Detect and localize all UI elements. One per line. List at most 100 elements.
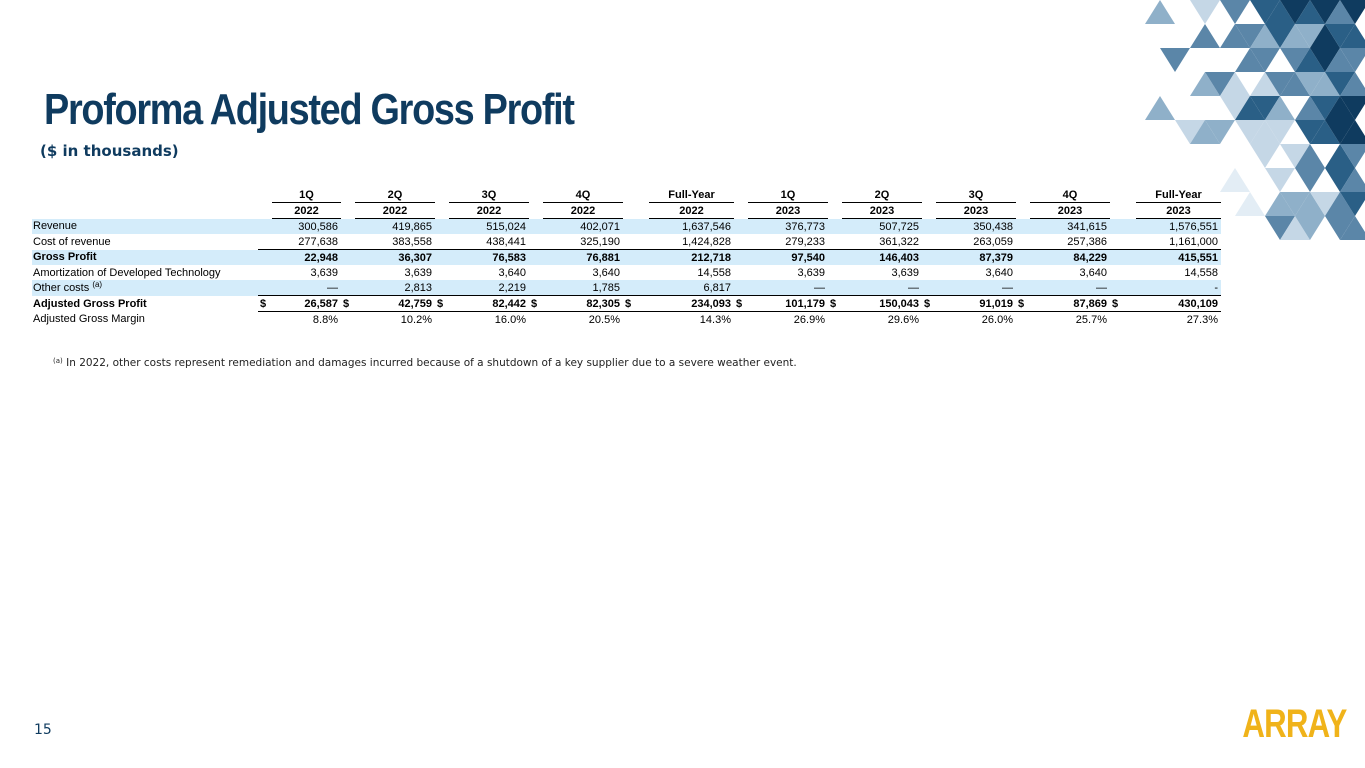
table-cell: 1,161,000 [1169, 235, 1218, 248]
header-year: 2023 [936, 202, 1016, 219]
header-spacer [529, 187, 543, 203]
decorative-triangle [1340, 168, 1365, 192]
table-cell: 87,379 [936, 249, 1016, 265]
decorative-triangle [1265, 192, 1295, 216]
header-year: 2022 [543, 202, 623, 219]
table-cell: 36,307 [355, 249, 435, 265]
currency-symbol [435, 234, 449, 250]
decorative-triangle [1310, 96, 1340, 120]
decorative-triangle [1250, 0, 1280, 24]
currency-symbol [1016, 265, 1030, 280]
decorative-triangle [1235, 96, 1265, 120]
currency-symbol [341, 234, 355, 250]
decorative-triangle [1295, 24, 1325, 48]
header-spacer [435, 187, 449, 203]
header-spacer [258, 187, 272, 203]
currency-symbol [623, 312, 649, 328]
currency-symbol [435, 265, 449, 280]
currency-symbol [922, 249, 936, 265]
currency-symbol [828, 218, 842, 234]
table-cell: 27.3% [1186, 313, 1218, 326]
decorative-triangle [1190, 0, 1220, 24]
currency-symbol [623, 218, 649, 234]
decorative-triangle [1325, 0, 1355, 24]
decorative-triangle [1145, 96, 1175, 120]
header-year: 2023 [748, 202, 828, 219]
currency-symbol [922, 312, 936, 328]
header-spacer [734, 187, 748, 203]
decorative-triangle [1250, 24, 1280, 48]
decorative-triangle [1190, 24, 1220, 48]
table-cell: 3,640 [592, 266, 620, 279]
table-row: Adjusted Gross Profit $26,587 $42,759 $82,4… [32, 295, 1221, 312]
table-cell: 146,403 [842, 249, 922, 265]
decorative-triangle [1325, 72, 1355, 96]
decorative-triangle [1325, 144, 1355, 168]
page-number: 15 [34, 722, 52, 738]
decorative-triangle [1325, 24, 1355, 48]
header-spacer [623, 187, 649, 203]
currency-symbol [734, 234, 748, 250]
decorative-triangle [1295, 168, 1325, 192]
table-cell: — [748, 280, 828, 296]
decorative-triangle [1250, 144, 1280, 168]
header-period: 4Q [543, 187, 623, 203]
page-subtitle: ($ in thousands) [40, 142, 179, 160]
decorative-triangle [1295, 0, 1325, 24]
table-row: Other costs (a) — 2,813 2,219 1,785 6,817 — — — —… [32, 280, 1221, 296]
header-spacer [529, 203, 543, 219]
decorative-triangle [1295, 192, 1325, 216]
header-year: 2022 [649, 202, 734, 219]
currency-symbol [922, 234, 936, 250]
table-cell: 8.8% [312, 313, 338, 326]
table-cell: 415,551 [1136, 249, 1221, 265]
table-cell: 1,785 [543, 280, 623, 296]
decorative-triangle [1325, 48, 1355, 72]
decorative-triangle [1220, 24, 1250, 48]
header-period: Full-Year [1136, 187, 1221, 203]
header-period: 3Q [449, 187, 529, 203]
table-row: Cost of revenue 277,638 383,558 438,441 325,… [32, 234, 1221, 250]
currency-symbol [529, 280, 543, 296]
decorative-triangle [1220, 96, 1250, 120]
row-label: Cost of revenue [32, 234, 258, 250]
currency-symbol [734, 249, 748, 265]
row-label-text: Cost of revenue [33, 235, 111, 248]
currency-symbol [922, 265, 936, 280]
header-spacer [922, 203, 936, 219]
header-spacer [1110, 203, 1136, 219]
header-spacer [922, 187, 936, 203]
table-cell: 101,179 [748, 295, 828, 312]
table-cell: 419,865 [355, 218, 435, 234]
table-cell: 76,583 [449, 249, 529, 265]
table-cell: 14,558 [1184, 266, 1218, 279]
decorative-triangle [1235, 192, 1265, 216]
currency-symbol [1110, 280, 1136, 296]
currency-symbol [341, 249, 355, 265]
header-period: Full-Year [649, 187, 734, 203]
header-year: 2022 [272, 202, 341, 219]
table-cell: 3,639 [310, 266, 338, 279]
decorative-triangle [1235, 48, 1265, 72]
currency-symbol [1016, 280, 1030, 296]
currency-symbol [529, 249, 543, 265]
decorative-triangle [1145, 0, 1175, 24]
decorative-triangle [1325, 168, 1355, 192]
decorative-triangle [1295, 120, 1325, 144]
decorative-triangle [1235, 120, 1265, 144]
currency-symbol [258, 312, 272, 328]
table-cell: 350,438 [936, 218, 1016, 234]
decorative-triangle [1310, 24, 1340, 48]
decorative-triangle [1175, 120, 1205, 144]
table-cell: 16.0% [494, 313, 526, 326]
currency-symbol [734, 265, 748, 280]
decorative-triangle [1190, 120, 1220, 144]
table-row: Adjusted Gross Margin 8.8% 10.2% 16.0% 20.5%… [32, 312, 1221, 328]
table-cell: 376,773 [748, 218, 828, 234]
currency-symbol [258, 265, 272, 280]
header-year: 2023 [842, 202, 922, 219]
currency-symbol [529, 312, 543, 328]
table-cell: 42,759 [355, 295, 435, 312]
currency-symbol: $ [1110, 295, 1136, 312]
currency-symbol [623, 280, 649, 296]
